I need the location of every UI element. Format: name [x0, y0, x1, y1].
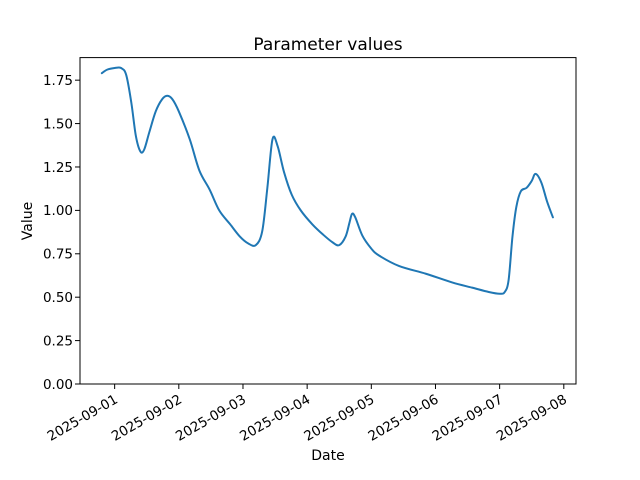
y-tick-label: 0.75 — [43, 247, 73, 263]
x-tick-label: 2025-09-06 — [366, 392, 442, 445]
y-tick-label: 1.00 — [43, 203, 73, 219]
x-axis-label: Date — [311, 448, 344, 464]
y-tick-label: 0.25 — [43, 333, 73, 349]
x-tick-label: 2025-09-05 — [301, 392, 377, 445]
axes-spines — [79, 57, 577, 385]
x-tick-label: 2025-09-01 — [45, 392, 121, 445]
y-tick-label: 0.50 — [43, 290, 73, 306]
y-tick-label: 1.25 — [43, 160, 73, 176]
x-tick-label: 2025-09-08 — [494, 392, 570, 445]
plot-area: 0.00 0.25 0.50 0.75 1.00 1.25 1.50 1.75 2025-09-… — [43, 57, 577, 445]
chart-title: Parameter values — [253, 35, 402, 55]
x-tick-label: 2025-09-03 — [173, 392, 249, 445]
data-line-series — [100, 66, 554, 295]
y-tick-label: 0.00 — [43, 377, 73, 393]
y-axis-label: Value — [20, 202, 36, 240]
x-tick-label: 2025-09-07 — [430, 392, 506, 445]
x-tick-label: 2025-09-04 — [237, 392, 313, 445]
x-tick-label: 2025-09-02 — [109, 392, 185, 445]
y-tick-label: 1.50 — [43, 116, 73, 132]
y-tick-label: 1.75 — [43, 73, 73, 89]
